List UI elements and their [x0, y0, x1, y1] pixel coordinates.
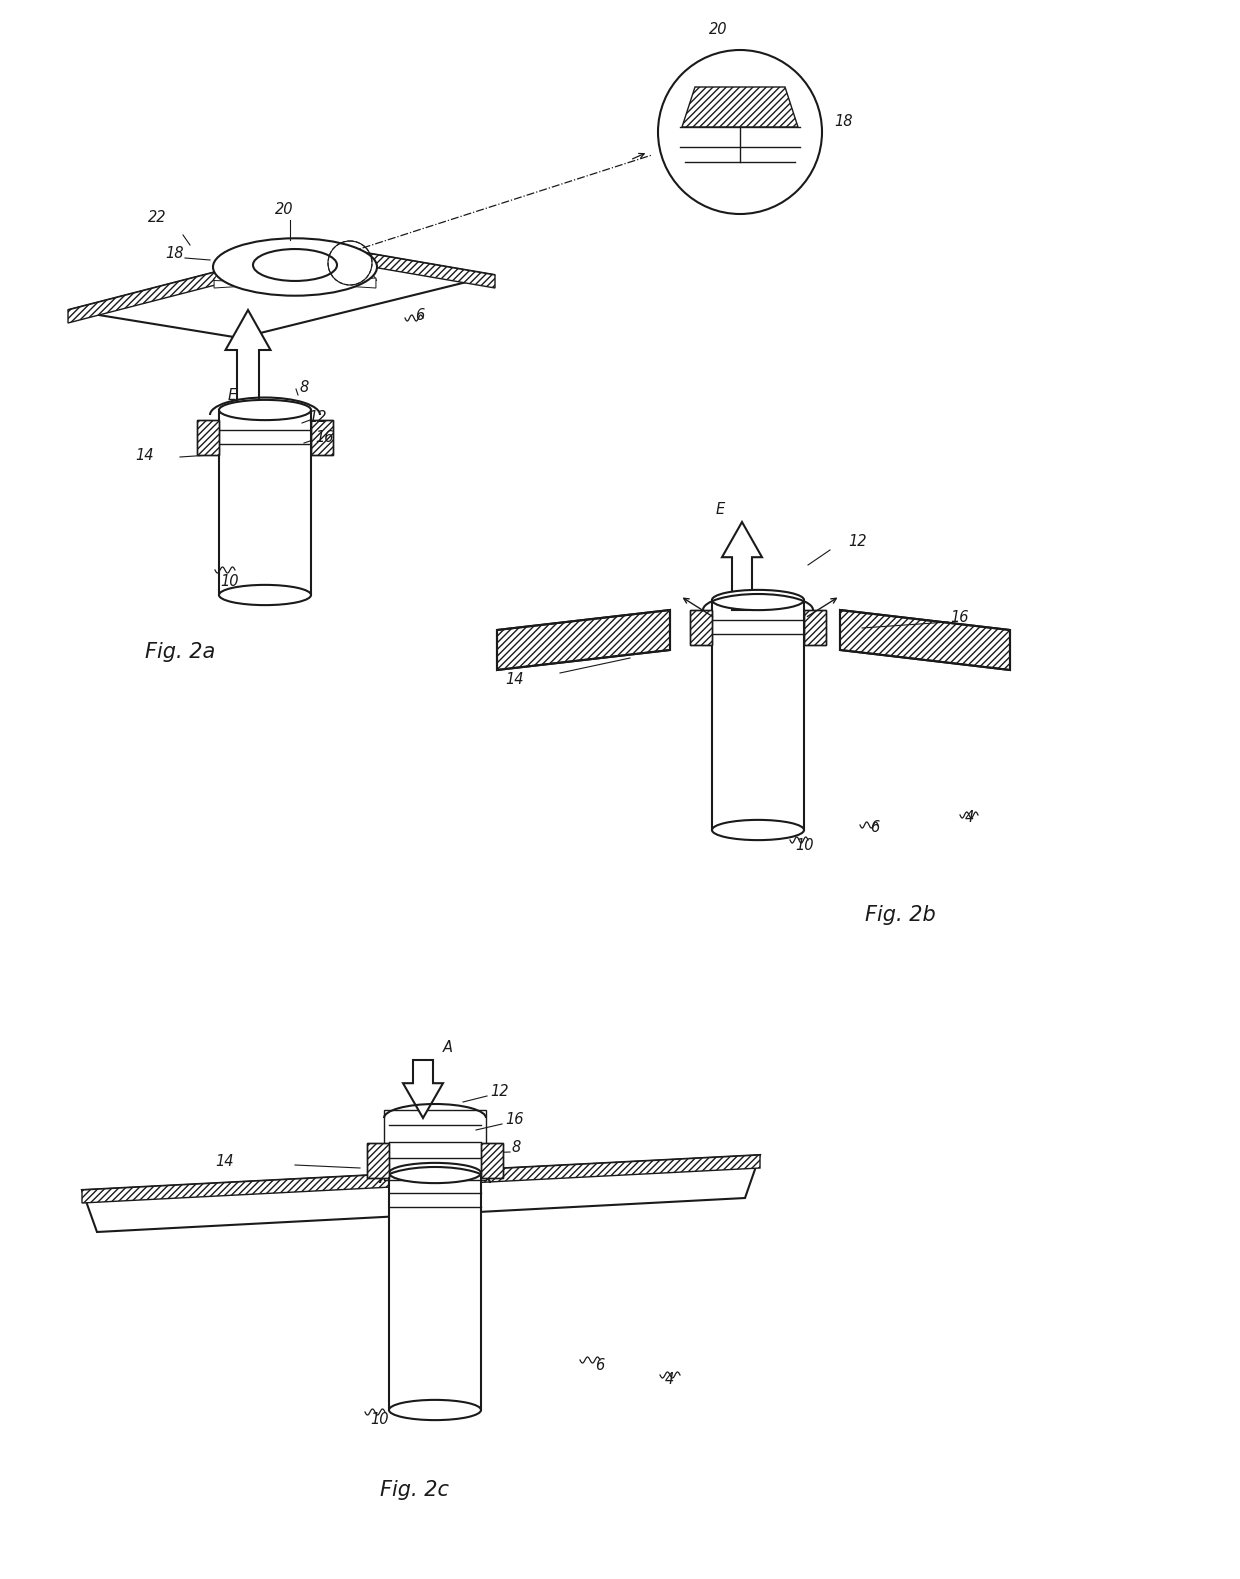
- Ellipse shape: [712, 820, 804, 840]
- Text: 18: 18: [835, 115, 853, 129]
- Polygon shape: [334, 270, 377, 281]
- Polygon shape: [68, 245, 320, 324]
- Text: 4: 4: [665, 1372, 675, 1388]
- Polygon shape: [712, 600, 804, 831]
- Text: 8: 8: [512, 1140, 521, 1156]
- Polygon shape: [82, 1154, 760, 1203]
- Text: 4: 4: [965, 810, 975, 826]
- Polygon shape: [272, 253, 299, 268]
- Polygon shape: [722, 523, 763, 609]
- Text: 16: 16: [315, 429, 334, 445]
- Polygon shape: [254, 253, 286, 268]
- Bar: [367, 1143, 389, 1178]
- Polygon shape: [238, 254, 277, 272]
- Ellipse shape: [389, 1401, 481, 1420]
- Bar: [311, 420, 334, 455]
- Polygon shape: [312, 254, 352, 272]
- Polygon shape: [219, 411, 311, 595]
- Polygon shape: [682, 87, 799, 126]
- Text: 20: 20: [275, 202, 294, 218]
- Ellipse shape: [213, 238, 377, 295]
- Text: 10: 10: [370, 1413, 388, 1427]
- Bar: [481, 1143, 503, 1178]
- Text: E: E: [227, 387, 237, 403]
- Polygon shape: [213, 270, 257, 281]
- Text: Fig. 2a: Fig. 2a: [145, 643, 215, 662]
- Polygon shape: [403, 1060, 443, 1118]
- Polygon shape: [215, 278, 253, 287]
- Bar: [197, 420, 219, 455]
- Polygon shape: [291, 253, 317, 268]
- Bar: [197, 420, 219, 455]
- Ellipse shape: [712, 591, 804, 609]
- Polygon shape: [82, 1154, 760, 1232]
- Polygon shape: [320, 245, 495, 287]
- Bar: [481, 1143, 503, 1178]
- Bar: [804, 609, 826, 644]
- Text: Fig. 2b: Fig. 2b: [864, 905, 935, 925]
- Ellipse shape: [389, 1162, 481, 1183]
- Ellipse shape: [219, 399, 311, 420]
- Text: 6: 6: [870, 821, 879, 835]
- Text: 10: 10: [795, 837, 813, 853]
- Ellipse shape: [253, 249, 337, 281]
- Bar: [311, 420, 334, 455]
- Polygon shape: [497, 609, 670, 669]
- Text: 12: 12: [490, 1085, 508, 1099]
- Text: 12: 12: [308, 411, 326, 425]
- Bar: [689, 609, 712, 644]
- Text: 22: 22: [148, 210, 166, 226]
- Polygon shape: [226, 309, 270, 411]
- Text: 6: 6: [595, 1358, 604, 1372]
- Text: 12: 12: [848, 535, 867, 549]
- Text: 16: 16: [505, 1113, 523, 1127]
- Polygon shape: [304, 253, 336, 268]
- Text: 14: 14: [135, 447, 154, 463]
- Text: 14: 14: [215, 1154, 233, 1170]
- Text: 10: 10: [219, 575, 238, 589]
- Text: 18: 18: [165, 245, 184, 261]
- Polygon shape: [329, 264, 373, 278]
- Ellipse shape: [219, 584, 311, 605]
- Bar: [689, 609, 712, 644]
- Polygon shape: [389, 1173, 481, 1410]
- Polygon shape: [321, 259, 365, 275]
- Text: 16: 16: [950, 611, 968, 625]
- Text: 6: 6: [415, 308, 424, 322]
- Text: 20: 20: [709, 22, 727, 38]
- Polygon shape: [217, 264, 262, 278]
- Bar: [804, 609, 826, 644]
- Text: E: E: [715, 502, 724, 518]
- Polygon shape: [384, 1110, 486, 1180]
- Polygon shape: [839, 609, 1011, 669]
- Polygon shape: [68, 245, 495, 338]
- Bar: [367, 1143, 389, 1178]
- Text: Fig. 2c: Fig. 2c: [381, 1480, 449, 1500]
- Circle shape: [658, 51, 822, 215]
- Polygon shape: [336, 278, 376, 287]
- Text: 14: 14: [505, 673, 523, 687]
- Text: A: A: [443, 1039, 453, 1055]
- Polygon shape: [226, 259, 268, 275]
- Text: 8: 8: [300, 381, 309, 395]
